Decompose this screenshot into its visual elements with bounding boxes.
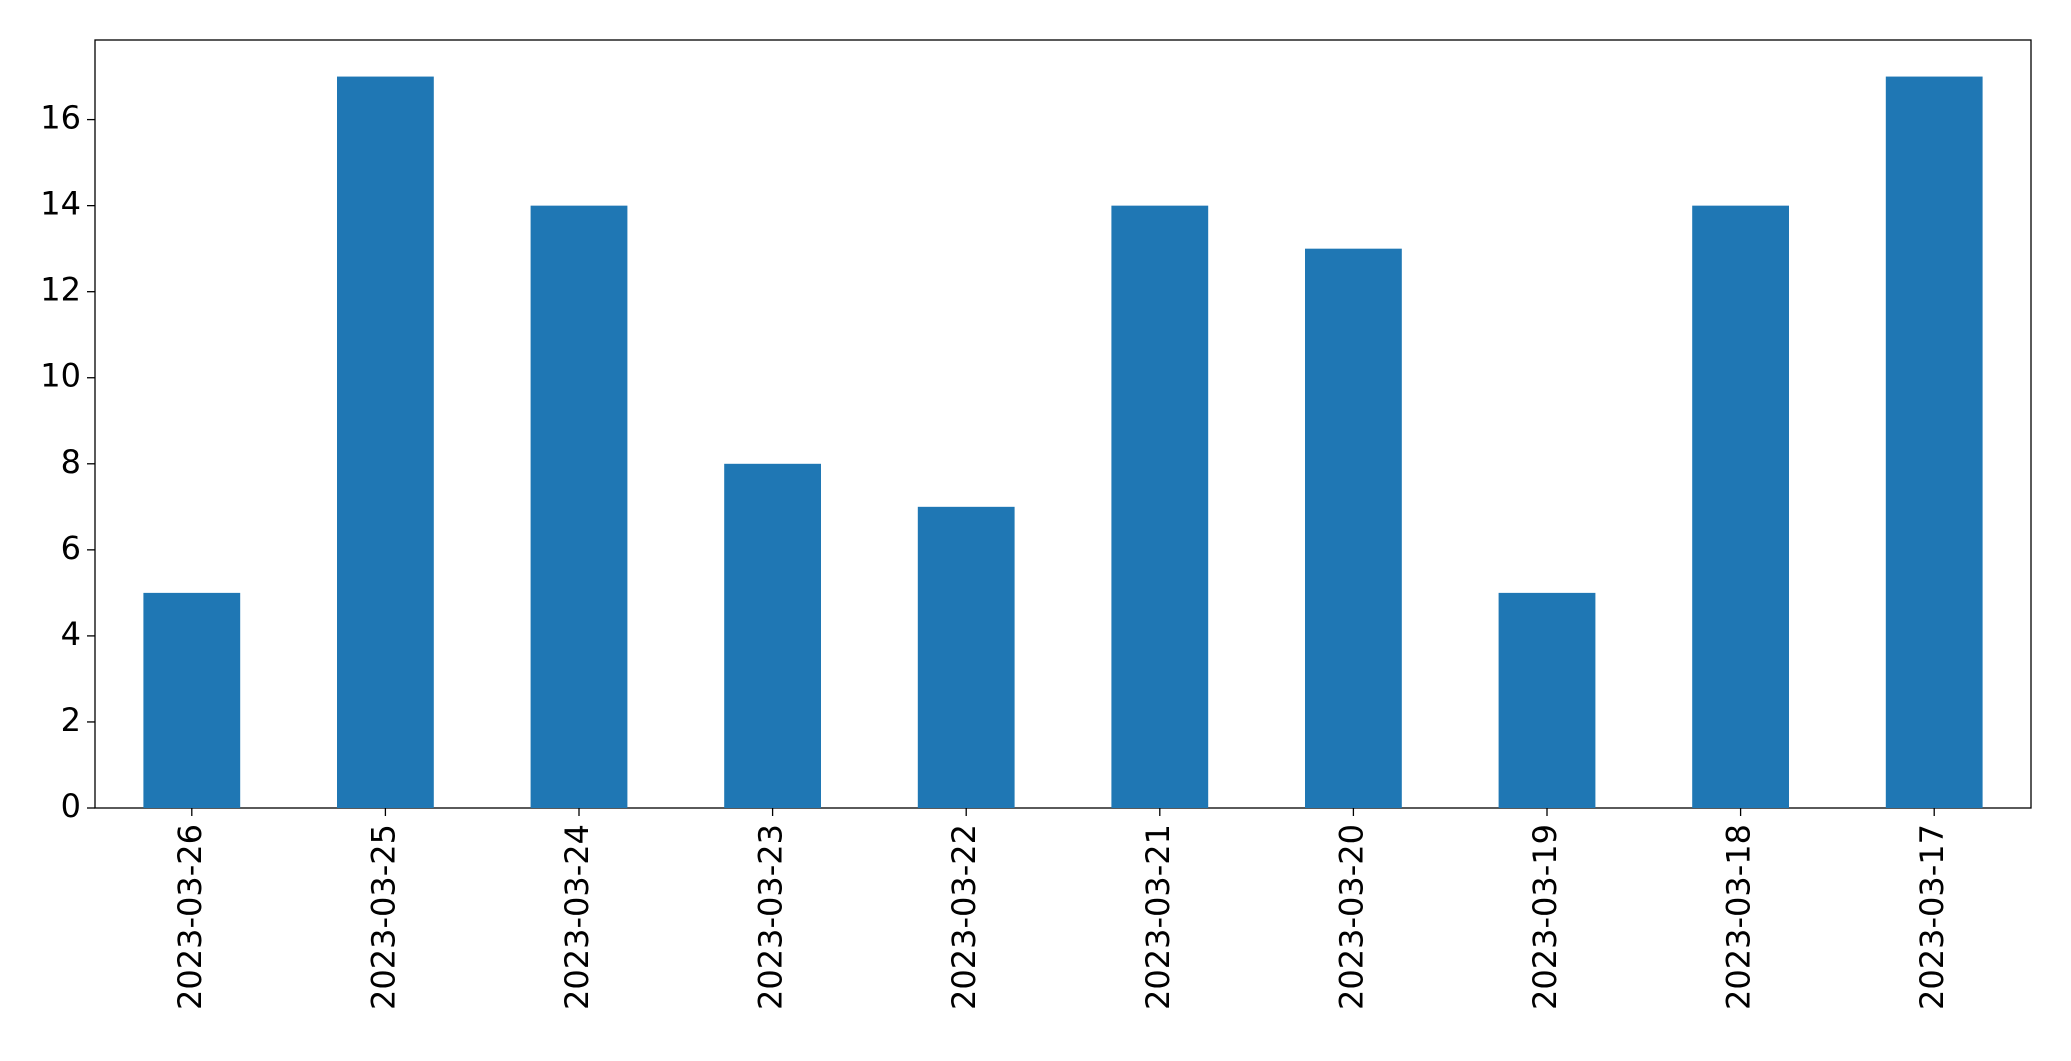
bar [143, 592, 241, 808]
bar [1111, 205, 1209, 808]
x-tick-label: 2023-03-23 [752, 824, 790, 1010]
x-tick-label: 2023-03-19 [1526, 824, 1564, 1010]
y-tick-label: 8 [61, 443, 81, 481]
y-tick-label: 14 [40, 185, 81, 223]
x-tick-label: 2023-03-26 [171, 824, 209, 1010]
y-tick-label: 0 [61, 787, 81, 825]
y-tick-label: 12 [40, 271, 81, 309]
y-tick-label: 6 [61, 529, 81, 567]
y-tick-label: 4 [61, 615, 81, 653]
x-tick-label: 2023-03-21 [1139, 824, 1177, 1010]
bar [917, 506, 1015, 808]
x-tick-label: 2023-03-22 [945, 824, 983, 1010]
bar [337, 76, 434, 809]
bar [1692, 205, 1789, 808]
x-tick-label: 2023-03-18 [1720, 824, 1758, 1010]
y-tick-label: 16 [40, 99, 81, 137]
bar [1885, 76, 1983, 809]
x-tick-label: 2023-03-25 [364, 824, 402, 1010]
y-tick-label: 10 [40, 357, 81, 395]
x-tick-label: 2023-03-17 [1913, 824, 1951, 1010]
bar [1498, 592, 1596, 808]
bar [530, 205, 628, 808]
y-tick-label: 2 [61, 701, 81, 739]
bar [1305, 248, 1402, 809]
x-tick-label: 2023-03-20 [1332, 824, 1370, 1010]
x-tick-label: 2023-03-24 [558, 824, 596, 1010]
plot-frame [94, 39, 2032, 809]
bar [724, 463, 821, 808]
